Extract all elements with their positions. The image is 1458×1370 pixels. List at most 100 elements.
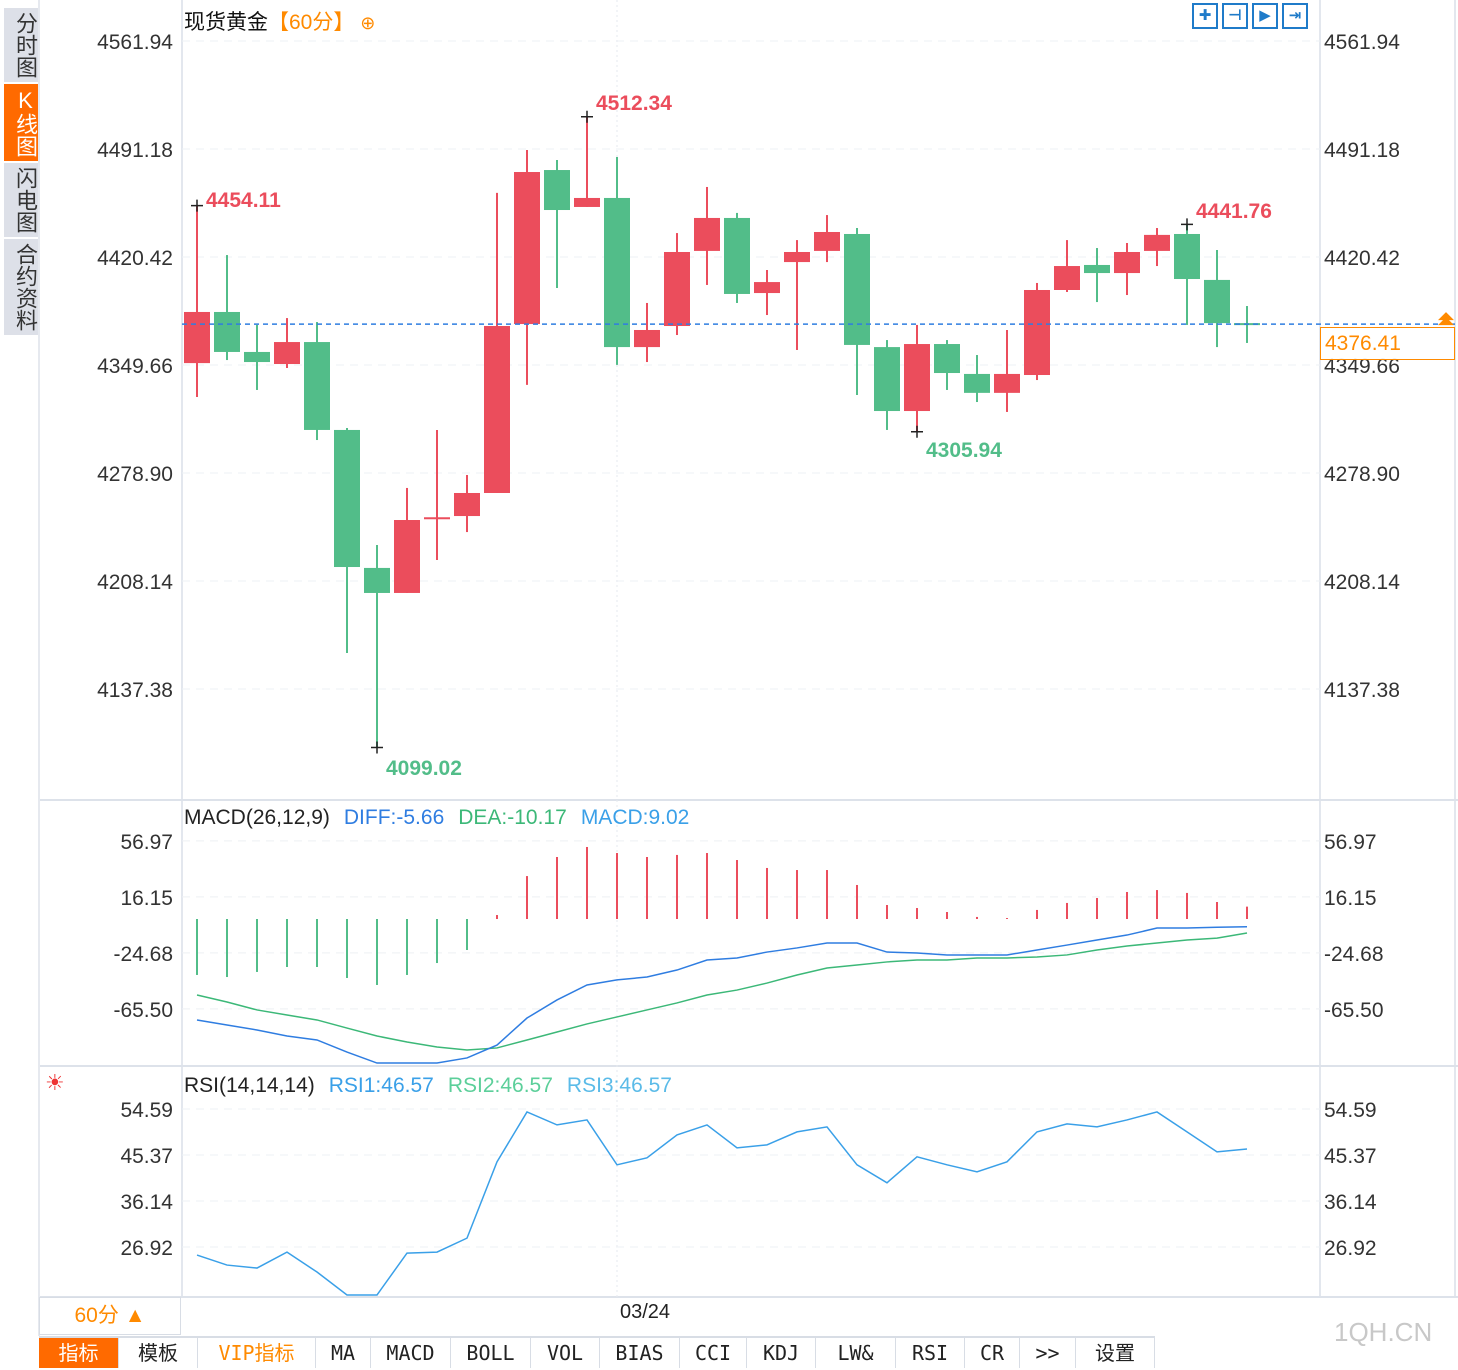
candle-body [1144, 234, 1170, 251]
tab-bias[interactable]: BIAS [600, 1338, 680, 1368]
macd-diff: DIFF:-5.66 [343, 806, 445, 829]
tab-vip-indicators[interactable]: VIP指标 [198, 1338, 316, 1368]
extreme-label-high-mid: 4512.34 [596, 92, 672, 115]
settings-button[interactable]: 设置 [1076, 1338, 1155, 1368]
rsi-tick-right: 54.59 [1324, 1099, 1377, 1122]
play-axis-icon[interactable]: ▶ [1252, 3, 1278, 29]
rsi-tick-left: 36.14 [120, 1191, 173, 1214]
price-tick-right: 4491.18 [1324, 139, 1400, 162]
tab-cci[interactable]: CCI [680, 1338, 747, 1368]
candle-body [1084, 264, 1110, 274]
price-tick-left: 4420.42 [97, 247, 173, 270]
macd-tick-left: 16.15 [120, 887, 173, 910]
price-tick-left: 4278.90 [97, 463, 173, 486]
instrument-name: 现货黄金 [184, 11, 268, 34]
candle-body [514, 172, 540, 325]
rsi-tick-left: 54.59 [120, 1099, 173, 1122]
macd-tick-left: -24.68 [113, 943, 173, 966]
chart-tools: ✚ ⊣ ▶ ⇥ [1192, 3, 1308, 29]
extreme-label-low-left: 4099.02 [386, 757, 462, 780]
rsi-legend: RSI(14,14,14) RSI1:46.57 RSI2:46.57 RSI3:46… [184, 1074, 686, 1098]
extreme-label-high-left: 4454.11 [206, 189, 281, 212]
period-label: 【60分】 [268, 11, 355, 34]
price-tick-right: 4420.42 [1324, 247, 1400, 270]
circle-plus-icon[interactable]: ⊕ [360, 13, 376, 33]
rsi3-value: RSI3:46.57 [566, 1074, 672, 1097]
rsi2-value: RSI2:46.57 [447, 1074, 553, 1097]
macd-tick-left: 56.97 [120, 831, 173, 854]
tab-cr[interactable]: CR [965, 1338, 1020, 1368]
candle-body [394, 520, 420, 593]
candle-body [934, 344, 960, 374]
watermark: 1QH.CN [1334, 1317, 1433, 1347]
extreme-label-high-right: 4441.76 [1196, 200, 1272, 223]
extreme-marker [581, 110, 593, 123]
tab-macd[interactable]: MACD [371, 1338, 451, 1368]
tab-kline-chart[interactable]: K线图 [4, 84, 38, 161]
tab-vol[interactable]: VOL [531, 1338, 600, 1368]
extreme-marker [191, 199, 203, 212]
candle-body [1114, 251, 1140, 274]
macd-dea: DEA:-10.17 [458, 806, 567, 829]
current-price-tag: 4376.41 [1320, 327, 1455, 360]
rsi1-value: RSI1:46.57 [328, 1074, 434, 1097]
jump-end-icon[interactable]: ⇥ [1282, 3, 1308, 29]
macd-tick-right: -24.68 [1324, 943, 1384, 966]
tab-templates[interactable]: 模板 [119, 1338, 198, 1368]
candle-body [874, 347, 900, 412]
tab-time-chart[interactable]: 分时图 [4, 8, 38, 82]
tab-rsi[interactable]: RSI [896, 1338, 965, 1368]
candle-body [1024, 289, 1050, 376]
diff-line [196, 926, 1248, 1064]
macd-legend: MACD(26,12,9) DIFF:-5.66 DEA:-10.17 MACD:9.… [184, 806, 703, 830]
candle-body [1174, 233, 1200, 280]
settings-sun-icon[interactable]: ☀ [45, 1070, 65, 1095]
price-tick-left: 4208.14 [97, 571, 173, 594]
tab-flash-chart[interactable]: 闪电图 [4, 163, 38, 237]
candle-body [1204, 279, 1230, 324]
candle-body [904, 344, 930, 412]
tab-ma[interactable]: MA [316, 1338, 371, 1368]
date-axis-label: 03/24 [620, 1301, 671, 1323]
rsi-tick-left: 26.92 [120, 1237, 173, 1260]
candle-body [604, 197, 630, 348]
extreme-label-low-right: 4305.94 [926, 439, 1002, 462]
macd-title: MACD(26,12,9) [184, 806, 330, 829]
price-tick-left: 4349.66 [97, 355, 173, 378]
chart-type-sidebar: 分时图 K线图 闪电图 合约资料 [4, 8, 38, 337]
macd-tick-right: -65.50 [1324, 999, 1384, 1022]
dea-line [196, 932, 1248, 1051]
price-tick-left: 4137.38 [97, 679, 173, 702]
tab-indicators[interactable]: 指标 [39, 1338, 119, 1368]
price-tick-left: 4561.94 [97, 31, 173, 54]
candle-body [184, 311, 210, 364]
candle-body [844, 233, 870, 345]
more-indicators-button[interactable]: >> [1020, 1338, 1076, 1368]
zoom-axis-icon[interactable]: ⊣ [1222, 3, 1248, 29]
tab-contract-info[interactable]: 合约资料 [4, 239, 38, 335]
candle-body [694, 217, 720, 251]
period-selector[interactable]: 60分 ▲ [39, 1297, 181, 1335]
price-tick-right: 4208.14 [1324, 571, 1400, 594]
candle-body [454, 492, 480, 517]
crosshair-icon[interactable]: ✚ [1192, 3, 1218, 29]
tab-lw[interactable]: LW& [816, 1338, 896, 1368]
candle-body [214, 311, 240, 352]
tab-kdj[interactable]: KDJ [747, 1338, 816, 1368]
candle-body [544, 170, 570, 211]
candle-body [574, 197, 600, 207]
chart-canvas[interactable]: 4561.94 4561.94 4491.18 4491.18 4420.42 4420.… [0, 0, 1458, 1336]
macd-value: MACD:9.02 [580, 806, 690, 829]
candle-body [364, 567, 390, 593]
candle-body [424, 517, 450, 520]
extreme-marker [1181, 218, 1193, 231]
rsi-title: RSI(14,14,14) [184, 1074, 315, 1097]
rsi-tick-right: 26.92 [1324, 1237, 1377, 1260]
candle-body [1054, 266, 1080, 290]
tab-boll[interactable]: BOLL [451, 1338, 531, 1368]
candle-body [634, 329, 660, 348]
extreme-marker [371, 741, 383, 754]
rsi-line [196, 1110, 1248, 1296]
candle-body [244, 351, 270, 363]
candle-body [274, 342, 300, 365]
